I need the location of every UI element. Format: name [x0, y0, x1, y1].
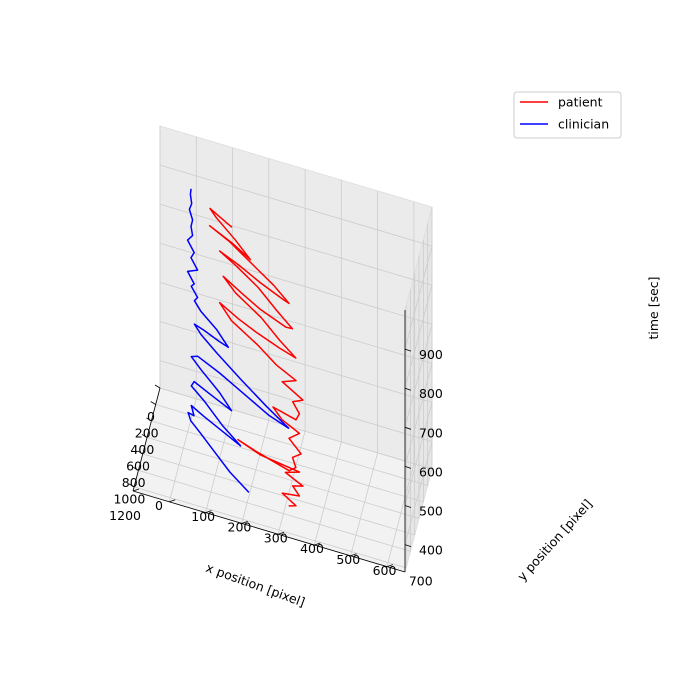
- x-grid-line: [142, 272, 416, 536]
- x-tick-label: 1200: [109, 508, 141, 523]
- x-grid-line: [151, 240, 424, 503]
- z-tick: [404, 544, 412, 548]
- x-grid-line: [159, 207, 433, 470]
- x-grid-line: [155, 223, 429, 487]
- z-tick: [404, 505, 412, 508]
- z-tick: [404, 466, 412, 469]
- y-tick: [169, 499, 176, 503]
- series-line-patient: [208, 207, 304, 507]
- grid-lines: [132, 126, 433, 569]
- x-axis-line: [132, 387, 161, 492]
- x-tick-label: 1000: [113, 491, 145, 506]
- y-tick-label: 0: [155, 498, 163, 513]
- y-tick: [241, 521, 248, 524]
- x-tick: [141, 434, 148, 438]
- tick-labels: 0200400600800100012000100200300400500600…: [109, 347, 443, 588]
- x-tick: [150, 401, 156, 405]
- legend-box: [513, 91, 622, 139]
- z-grid-line: [159, 360, 433, 545]
- x-tick: [137, 450, 143, 455]
- y-grid-line: [241, 158, 270, 524]
- x-tick-label: 0: [147, 409, 155, 424]
- y-tick-label: 700: [409, 574, 433, 589]
- z-axis-label: time [sec]: [646, 276, 661, 339]
- x-tick: [154, 384, 161, 389]
- z-grid-line: [159, 164, 433, 350]
- x-tick-label: 600: [126, 458, 150, 473]
- y-axis-line: [132, 490, 406, 573]
- z-tick-label: 400: [419, 543, 443, 558]
- axes-panes: [132, 125, 433, 573]
- z-grid-line: [159, 321, 433, 506]
- y-grid-line: [205, 147, 233, 513]
- y-grid-line: [277, 169, 306, 535]
- y-tick-label: 500: [336, 552, 360, 567]
- z-tick: [404, 348, 412, 352]
- y-tick: [277, 531, 285, 535]
- y-tick-label: 100: [191, 509, 215, 524]
- y-tick: [132, 488, 140, 492]
- axis-lines: [132, 310, 406, 573]
- y-tick-label: 400: [300, 541, 324, 556]
- z-tick-label: 700: [419, 425, 443, 440]
- x-tick: [146, 417, 152, 422]
- z-tick-label: 900: [419, 347, 443, 362]
- y-grid-line: [313, 180, 342, 546]
- z-grid-line: [159, 282, 433, 467]
- x-tick: [133, 467, 139, 471]
- x-tick-label: 400: [130, 442, 154, 457]
- z-tick: [404, 426, 412, 430]
- z-grid-line: [159, 242, 433, 428]
- legend-label-clinician: clinician: [558, 117, 609, 132]
- y-grid-line: [168, 136, 197, 502]
- z-tick-label: 800: [419, 386, 443, 401]
- legend: patient clinician: [513, 91, 622, 139]
- y-tick-label: 200: [228, 520, 252, 535]
- series-line-clinician: [186, 188, 290, 493]
- y-tick: [314, 542, 321, 546]
- z-tick-label: 600: [419, 464, 443, 479]
- y-tick-label: 600: [373, 563, 397, 578]
- y-tick: [386, 564, 393, 567]
- y-grid-line: [386, 201, 415, 567]
- z-tick-label: 500: [419, 504, 443, 519]
- z-grid-line: [159, 203, 433, 389]
- x-axis-label: x position [pixel]: [204, 560, 307, 610]
- y-tick: [350, 553, 357, 557]
- x-tick-label: 800: [122, 475, 146, 490]
- x-grid-line: [138, 289, 411, 552]
- y-tick: [205, 510, 212, 513]
- y-axis-label: y position [pixel]: [514, 496, 595, 583]
- x-tick: [128, 483, 135, 488]
- legend-label-patient: patient: [558, 95, 603, 110]
- y-grid-line: [350, 190, 379, 556]
- y-tick-label: 300: [264, 530, 288, 545]
- x-grid-line: [146, 256, 420, 519]
- x-tick-label: 200: [135, 425, 159, 440]
- x-grid-line: [133, 305, 407, 569]
- series-lines: [186, 188, 304, 507]
- z-tick: [404, 387, 412, 391]
